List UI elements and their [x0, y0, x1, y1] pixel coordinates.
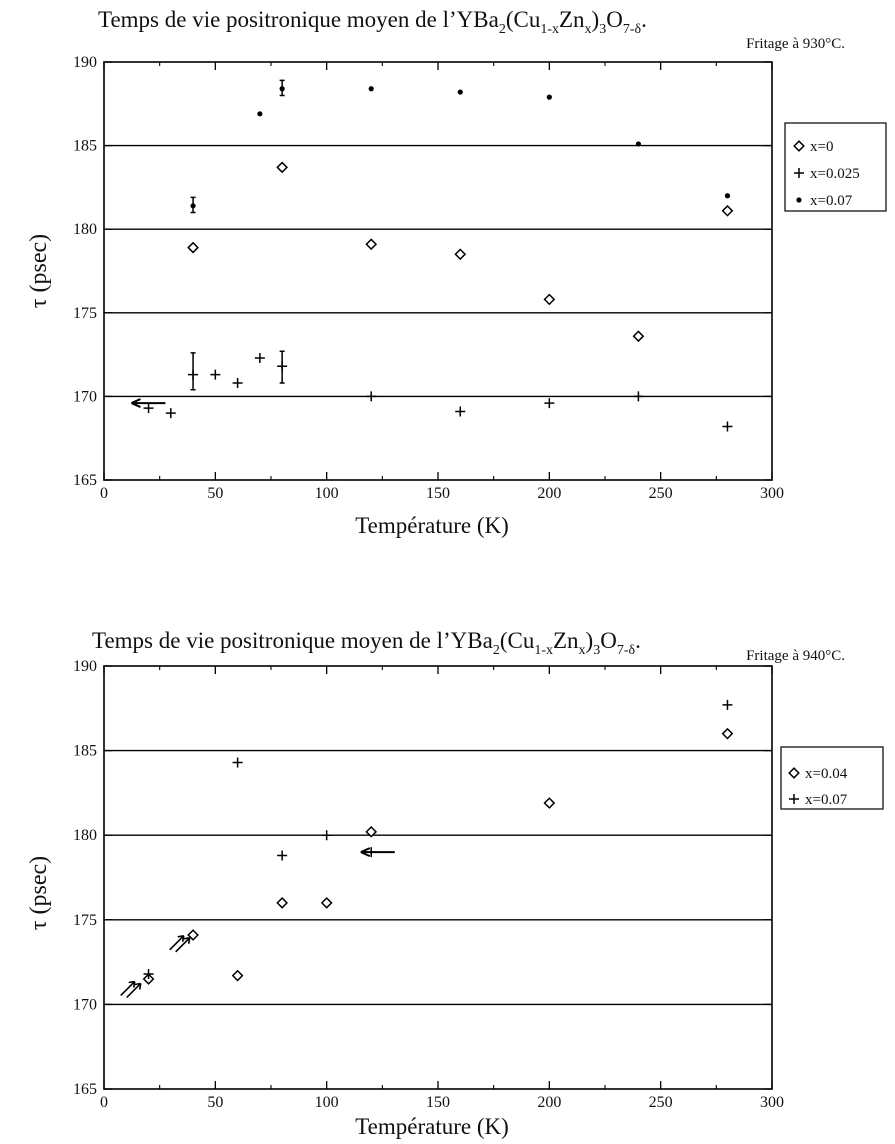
x-tick-label: 50 [207, 485, 223, 502]
point-x-0-07 [635, 141, 642, 147]
point-x-0-07 [257, 111, 263, 117]
x-tick-label: 200 [537, 1094, 561, 1111]
point-x-0-07 [321, 830, 332, 841]
annotation-arrow [120, 980, 142, 999]
point-x-0 [543, 293, 556, 306]
x-tick-label: 0 [100, 1094, 108, 1111]
point-x-0-04 [231, 969, 244, 982]
legend-label: x=0 [810, 139, 833, 155]
x-tick-label: 250 [649, 485, 673, 502]
x-tick-label: 300 [760, 485, 784, 502]
point-x-0-025 [165, 408, 176, 419]
plot-area: 0 50 100 150 200 250 300 165 170 175 180 185 190 [73, 54, 784, 502]
point-x-0-025-legend [794, 168, 804, 178]
legend-label: x=0.07 [805, 792, 848, 808]
point-x-0-025 [277, 361, 288, 372]
point-x-0-025 [722, 421, 733, 432]
point-x-0-07 [277, 850, 288, 861]
point-x-0-025 [232, 378, 243, 389]
point-x-0 [187, 241, 199, 254]
y-axis-label: τ (psec) [26, 234, 52, 308]
y-tick-label: 170 [73, 996, 97, 1013]
y-tick-label: 190 [73, 54, 97, 71]
point-x-0-025 [633, 391, 644, 402]
point-x-0-025 [254, 352, 265, 363]
point-x-0-07 [190, 203, 196, 209]
point-x-0-025 [210, 369, 221, 380]
y-tick-label: 165 [73, 1081, 97, 1098]
annotation-arrow [169, 935, 191, 953]
y-tick-label: 185 [73, 138, 97, 155]
point-x-0-04 [142, 973, 155, 985]
y-axis-label: τ (psec) [26, 856, 52, 930]
chart-title: Temps de vie positronique moyen de l’YBa… [98, 7, 647, 37]
point-x-0-025 [366, 391, 377, 402]
y-tick-label: 190 [73, 658, 97, 675]
point-x-0 [454, 248, 467, 261]
point-x-0-04 [187, 929, 199, 941]
y-tick-label: 185 [73, 743, 97, 760]
point-x-0-025 [143, 403, 154, 414]
point-x-0-025 [544, 398, 555, 409]
chart-930c: Temps de vie positronique moyen de l’YBa… [26, 7, 887, 538]
point-x-0-07 [722, 699, 733, 710]
x-tick-label: 100 [315, 485, 339, 502]
plot-area: 0 50 100 150 200 250 300 165 170 175 180 185 190 [73, 658, 784, 1111]
chart-940c: Temps de vie positronique moyen de l’YBa… [26, 628, 884, 1139]
legend: x=0.04 x=0.07 [780, 746, 884, 810]
legend: x=0 x=0.025 x=0.07 [784, 122, 887, 212]
annotation-arrow [131, 398, 166, 409]
point-x-0-07 [232, 757, 243, 768]
point-x-0-07 [143, 968, 154, 979]
point-x-0 [365, 238, 378, 251]
x-tick-label: 300 [760, 1094, 784, 1111]
point-x-0-025 [188, 369, 199, 380]
point-x-0-07-legend [796, 197, 802, 203]
y-tick-label: 180 [73, 827, 97, 844]
y-tick-label: 180 [73, 221, 97, 238]
x-axis-label: Température (K) [355, 513, 509, 538]
point-x-0-04 [276, 897, 288, 909]
legend-box [784, 122, 887, 212]
annotation-arrow [360, 847, 395, 858]
point-x-0-04 [365, 825, 378, 838]
plot-frame [103, 665, 773, 1090]
chart-title: Temps de vie positronique moyen de l’YBa… [92, 628, 641, 658]
x-tick-label: 150 [426, 1094, 450, 1111]
plot-frame [103, 61, 773, 481]
x-tick-label: 100 [315, 1094, 339, 1111]
y-tick-label: 170 [73, 388, 97, 405]
x-tick-label: 0 [100, 485, 108, 502]
x-tick-label: 250 [649, 1094, 673, 1111]
point-x-0-07 [724, 193, 731, 199]
legend-label: x=0.04 [805, 766, 848, 782]
x-tick-label: 50 [207, 1094, 223, 1111]
chart-subtitle: Fritage à 930°C. [746, 36, 845, 52]
point-x-0-04 [721, 727, 734, 740]
x-axis-label: Température (K) [355, 1114, 509, 1139]
point-x-0-04 [320, 897, 333, 909]
point-x-0-07-legend [789, 794, 799, 804]
chart-subtitle: Fritage à 940°C. [746, 648, 845, 664]
x-tick-label: 150 [426, 485, 450, 502]
point-x-0-07 [279, 86, 285, 92]
point-x-0-04 [543, 797, 556, 809]
y-tick-label: 175 [73, 305, 97, 322]
x-tick-label: 200 [537, 485, 561, 502]
point-x-0 [632, 330, 645, 343]
legend-label: x=0.025 [810, 166, 860, 182]
point-x-0 [276, 161, 288, 174]
point-x-0-legend [793, 140, 805, 152]
point-x-0 [721, 204, 734, 217]
legend-label: x=0.07 [810, 193, 853, 209]
point-x-0-025 [455, 406, 466, 417]
y-tick-label: 175 [73, 912, 97, 929]
point-x-0-04-legend [788, 767, 800, 779]
point-x-0-07 [546, 94, 552, 100]
y-tick-label: 165 [73, 472, 97, 489]
point-x-0-07 [368, 86, 374, 92]
point-x-0-07 [457, 89, 463, 95]
